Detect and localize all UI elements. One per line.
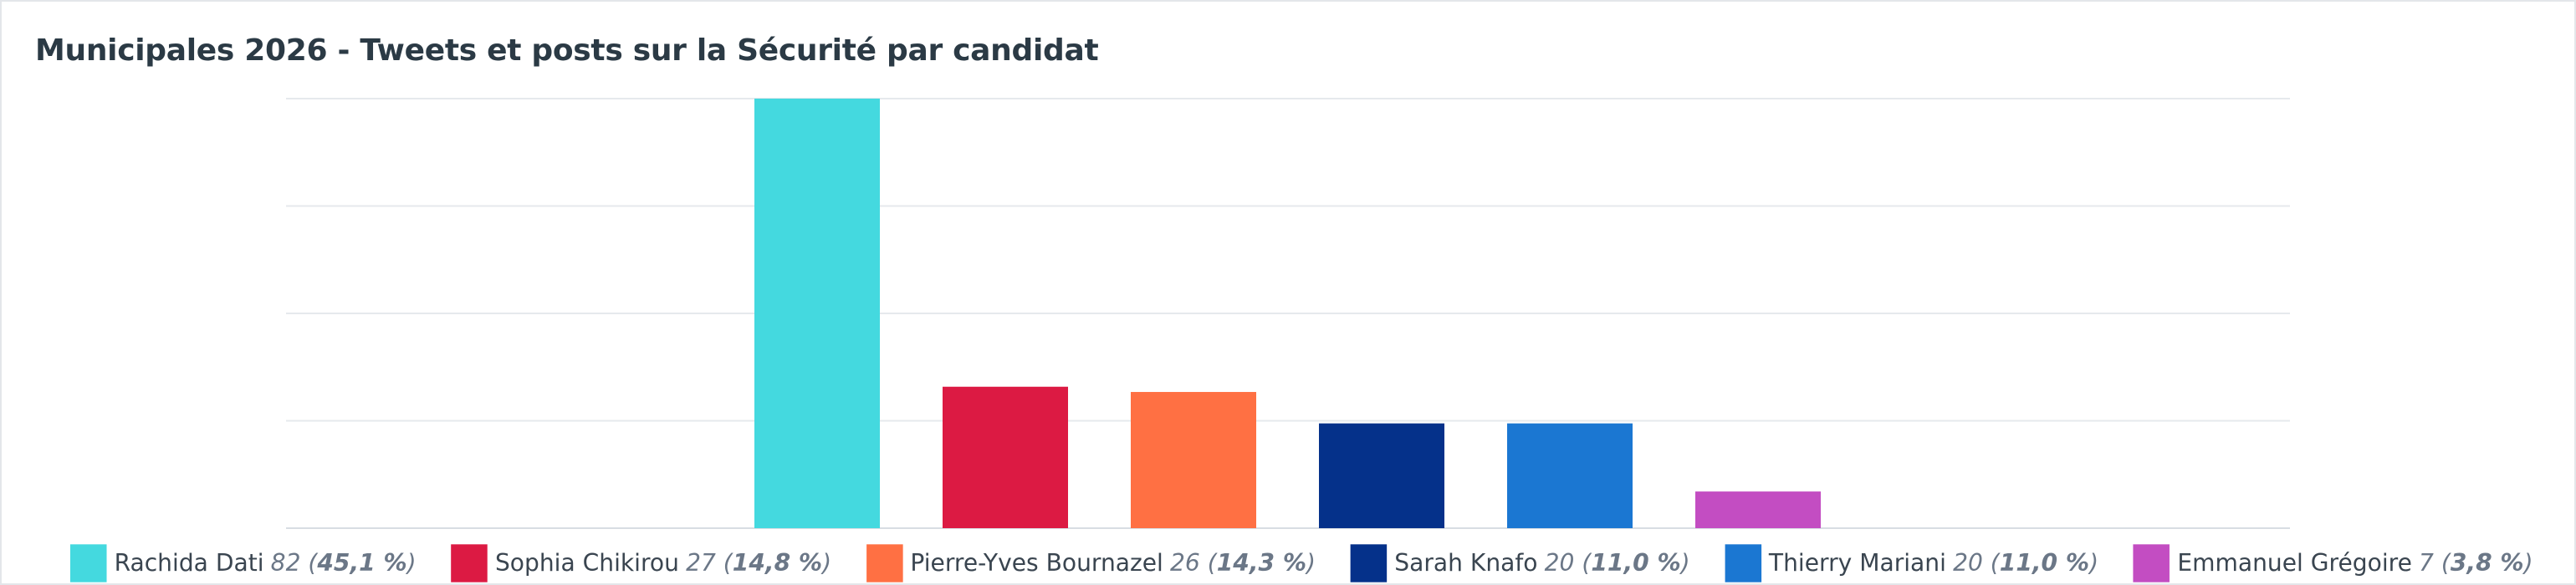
legend-swatch	[70, 544, 107, 582]
legend-label: Sarah Knafo	[1394, 549, 1538, 577]
legend-value: 20 (11,0 %)	[1953, 549, 2099, 577]
legend-label: Emmanuel Grégoire	[2177, 549, 2412, 577]
bar-rachida-dati[interactable]	[754, 99, 880, 528]
legend-value: 26 (14,3 %)	[1170, 549, 1316, 577]
legend-label: Thierry Mariani	[1768, 549, 1946, 577]
legend-label: Sophia Chikirou	[494, 549, 679, 577]
legend-swatch	[866, 544, 903, 582]
legend-value: 7 (3,8 %)	[2419, 549, 2533, 577]
legend-label: Rachida Dati	[114, 549, 264, 577]
chart-title: Municipales 2026 - Tweets et posts sur l…	[35, 33, 1099, 68]
legend-item[interactable]: Sophia Chikirou 27 (14,8 %)	[451, 544, 831, 582]
legend-percent: 14,8 %	[732, 549, 823, 577]
bar-pierre-yves-bournazel[interactable]	[1131, 392, 1256, 528]
legend: Rachida Dati 82 (45,1 %) Sophia Chikirou 27…	[70, 542, 2568, 585]
legend-swatch	[451, 544, 488, 582]
legend-value: 20 (11,0 %)	[1544, 549, 1690, 577]
bar-sarah-knafo[interactable]	[1319, 423, 1444, 528]
legend-percent: 11,0 %	[1999, 549, 2090, 577]
legend-swatch	[1350, 544, 1388, 582]
bars-group	[754, 99, 1821, 528]
legend-value: 27 (14,8 %)	[686, 549, 832, 577]
legend-percent: 45,1 %	[317, 549, 407, 577]
legend-swatch	[2133, 544, 2170, 582]
legend-percent: 14,3 %	[1216, 549, 1307, 577]
legend-item[interactable]: Sarah Knafo 20 (11,0 %)	[1350, 544, 1690, 582]
legend-value: 82 (45,1 %)	[270, 549, 417, 577]
legend-percent: 11,0 %	[1591, 549, 1681, 577]
legend-item[interactable]: Thierry Mariani 20 (11,0 %)	[1725, 544, 2098, 582]
legend-percent: 3,8 %	[2450, 549, 2524, 577]
legend-item[interactable]: Emmanuel Grégoire 7 (3,8 %)	[2133, 544, 2533, 582]
legend-item[interactable]: Rachida Dati 82 (45,1 %)	[70, 544, 417, 582]
bar-emmanuel-gr-goire[interactable]	[1695, 491, 1821, 528]
bar-sophia-chikirou[interactable]	[943, 386, 1068, 528]
legend-swatch	[1725, 544, 1761, 582]
bar-thierry-mariani[interactable]	[1507, 423, 1633, 528]
legend-item[interactable]: Pierre-Yves Bournazel 26 (14,3 %)	[866, 544, 1316, 582]
legend-label: Pierre-Yves Bournazel	[910, 549, 1163, 577]
grid-lines	[286, 98, 2290, 529]
